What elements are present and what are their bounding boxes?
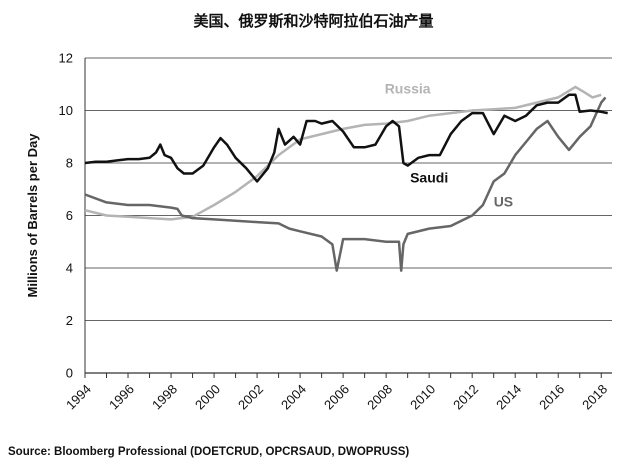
x-tick-label: 2004	[278, 381, 309, 412]
series-lines	[84, 85, 608, 272]
y-tick-label: 0	[66, 366, 73, 381]
y-tick-label: 6	[66, 208, 73, 223]
x-tick-label: 2006	[321, 381, 352, 412]
x-axis-ticks: 1994 1996 1998 2000 2002 2004 2006 2008 2010 2012…	[63, 381, 610, 412]
y-axis-ticks: 0 2 4 6 8 10 12	[59, 51, 73, 381]
y-tick-label: 8	[66, 156, 73, 171]
y-tick-label: 4	[66, 261, 73, 276]
x-tick-label: 2016	[536, 381, 567, 412]
x-tick-label: 1994	[63, 381, 94, 412]
series-label-saudi: Saudi	[410, 170, 448, 186]
y-tick-label: 10	[59, 103, 73, 118]
x-tick-label: 2010	[407, 381, 438, 412]
x-tick-label: 2002	[235, 381, 266, 412]
y-tick-label: 12	[59, 51, 73, 66]
x-tick-label: 2012	[450, 381, 481, 412]
x-tick-label: 1996	[106, 381, 137, 412]
series-labels: Saudi Russia US	[385, 80, 513, 209]
x-tick-label: 2014	[493, 381, 524, 412]
series-line-saudi	[84, 93, 608, 183]
source-note: Source: Bloomberg Professional (DOETCRUD…	[8, 446, 410, 458]
axes	[84, 58, 612, 378]
x-tick-label: 2008	[364, 381, 395, 412]
chart-title: 美国、俄罗斯和沙特阿拉伯石油产量	[193, 12, 434, 30]
series-line-us	[84, 96, 607, 272]
x-tick-label: 1998	[149, 381, 180, 412]
y-tick-label: 2	[66, 313, 73, 328]
y-axis-label: Millions of Barrels per Day	[25, 133, 40, 298]
series-label-us: US	[494, 193, 513, 209]
series-label-russia: Russia	[385, 80, 431, 96]
series-line-russia	[84, 85, 602, 221]
x-tick-label: 2018	[579, 381, 610, 412]
gridlines	[85, 57, 612, 321]
x-tick-label: 2000	[192, 381, 223, 412]
